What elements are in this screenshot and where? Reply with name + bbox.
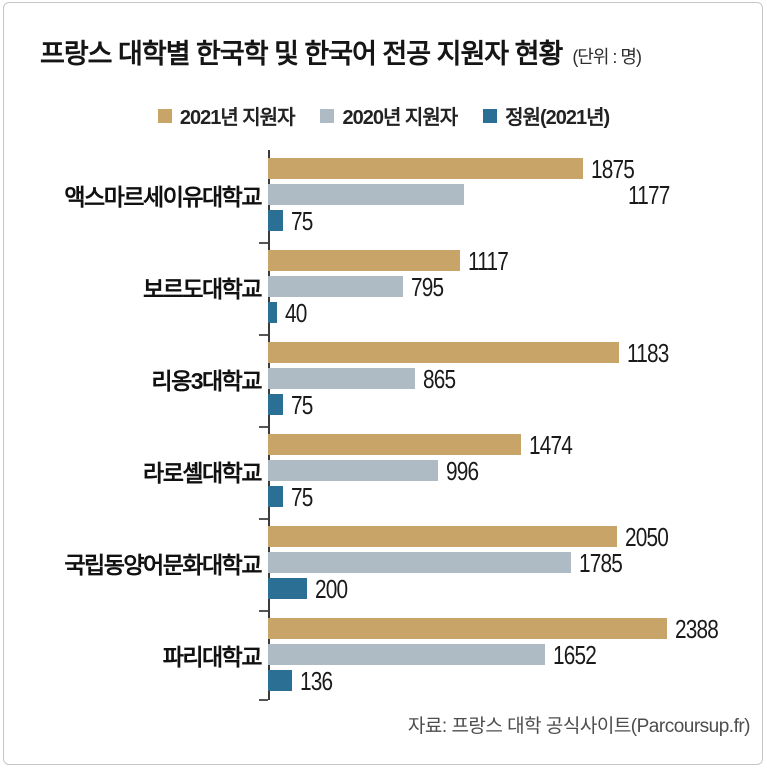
chart-area: 액스마르세이유대학교 1875 1177 75 보르도대학교 1117 795 40 리옹3대학… [0,150,767,710]
bar-2021-applicants [268,618,667,639]
value-label: 795 [411,271,444,302]
category-label: 국립동양어문화대학교 [64,551,262,578]
category-label: 파리대학교 [162,643,263,670]
legend-swatch-icon [157,108,172,123]
category-label: 리옹3대학교 [151,367,262,394]
legend-swatch-icon [483,108,498,123]
value-label: 996 [446,455,479,486]
value-label: 200 [315,573,348,604]
axis-tick [259,518,268,520]
bar-2020-applicants [268,276,403,297]
value-label: 1652 [553,639,597,670]
axis-tick [259,242,268,244]
category-label: 라로셸대학교 [143,459,262,486]
source-credit: 자료: 프랑스 대학 공식사이트(Parcoursup.fr) [407,716,751,737]
page-title: 프랑스 대학별 한국학 및 한국어 전공 지원자 현황 [40,39,563,69]
value-label: 1117 [468,245,509,276]
bar-2021-applicants [268,434,521,455]
y-axis-line [268,150,270,700]
bar-capacity [268,578,307,599]
legend-label: 2020년 지원자 [342,107,458,129]
legend-swatch-icon [320,108,335,123]
value-label: 75 [291,481,313,512]
value-label: 75 [291,389,313,420]
category-label: 액스마르세이유대학교 [64,183,262,210]
axis-tick [259,699,268,701]
value-label: 865 [423,363,456,394]
value-label: 75 [291,205,313,236]
legend-label: 2021년 지원자 [179,107,296,129]
bar-capacity [268,670,292,691]
bar-2020-applicants [268,552,571,573]
value-label: 2050 [625,521,669,552]
value-label: 1183 [627,337,669,368]
legend-item-0: 2021년 지원자 [157,101,296,130]
category-label: 보르도대학교 [143,275,262,302]
axis-tick [259,426,268,428]
legend-item-1: 2020년 지원자 [320,101,458,130]
value-label: 1474 [529,429,573,460]
bar-2020-applicants [268,644,545,665]
bar-2020-applicants [268,368,415,389]
bar-2020-applicants [268,460,438,481]
bar-capacity [268,210,283,231]
bar-capacity [268,394,283,415]
bar-2021-applicants [268,250,460,271]
axis-tick [259,610,268,612]
bar-capacity [268,486,283,507]
legend-label: 정원(2021년) [505,107,610,129]
value-label: 1875 [591,153,635,184]
header: 프랑스 대학별 한국학 및 한국어 전공 지원자 현황 (단위 : 명) [40,32,642,71]
legend: 2021년 지원자 2020년 지원자 정원(2021년) [0,101,767,130]
bar-2021-applicants [268,342,619,363]
value-label: 40 [285,297,307,328]
legend-item-2: 정원(2021년) [483,101,610,130]
bar-2020-applicants [268,184,464,205]
bar-2021-applicants [268,526,617,547]
bar-capacity [268,302,277,323]
value-label: 1177 [628,179,670,210]
unit-label: (단위 : 명) [572,47,642,67]
bar-2021-applicants [268,158,583,179]
value-label: 136 [300,665,333,696]
axis-tick [259,334,268,336]
value-label: 2388 [675,613,719,644]
value-label: 1785 [579,547,623,578]
